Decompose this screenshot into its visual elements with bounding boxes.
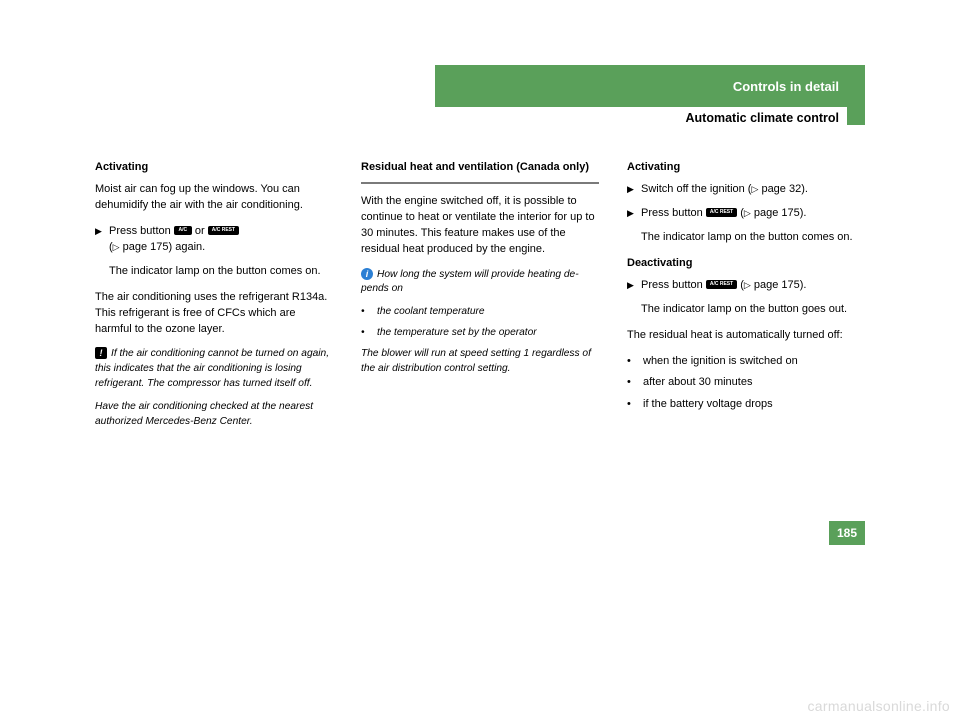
watermark: carmanualsonline.info (808, 698, 951, 714)
page-ref-icon: ▷ (744, 280, 751, 290)
col3-step-1: ▶ Switch off the ignition (▷ page 32). (627, 182, 865, 198)
col2-bullet-1: •the coolant temperature (361, 305, 599, 320)
ac-rest-button-icon: A/C REST (706, 208, 737, 217)
content-columns: Activating Moist air can fog up the wind… (95, 160, 865, 437)
subhead-divider (361, 182, 599, 184)
col3-step-2-result: The indicator lamp on the button comes o… (641, 230, 865, 246)
col3-heading-deactivating: Deactivating (627, 256, 865, 272)
col3-bullet-2: •after about 30 minutes (627, 375, 865, 391)
col3-step-2-text: Press button A/C REST (▷ page 175). (641, 206, 865, 222)
warning-icon: ! (95, 347, 107, 359)
step-arrow-icon: ▶ (627, 206, 641, 222)
step-arrow-icon: ▶ (627, 182, 641, 198)
col2-info-tail: The blower will run at speed setting 1 r… (361, 347, 599, 377)
header-corner-square (847, 107, 865, 125)
column-2: Residual heat and ventilation (Canada on… (361, 160, 599, 437)
page-ref-icon: ▷ (744, 208, 751, 218)
col1-heading-activating: Activating (95, 160, 333, 176)
ac-button-icon: A/C (174, 226, 192, 235)
section-title: Automatic climate control (686, 111, 840, 125)
col1-step-1-text: Press button A/C or A/C REST(▷ page 175)… (109, 224, 333, 256)
ac-rest-button-icon: A/C REST (208, 226, 239, 235)
col1-para-1: Moist air can fog up the windows. You ca… (95, 182, 333, 214)
col1-warning-note: !If the air conditioning cannot be turne… (95, 347, 333, 391)
col1-para-2: The air conditioning uses the refrigeran… (95, 290, 333, 338)
col3-step-3-result: The indicator lamp on the button goes ou… (641, 302, 865, 318)
col3-bullet-1: •when the ignition is switched on (627, 354, 865, 370)
info-icon: i (361, 268, 373, 280)
col3-step-3-text: Press button A/C REST (▷ page 175). (641, 278, 865, 294)
step-arrow-icon: ▶ (95, 224, 109, 256)
col2-para-1: With the engine switched off, it is poss… (361, 194, 599, 258)
column-1: Activating Moist air can fog up the wind… (95, 160, 333, 437)
col3-bullet-3: •if the battery voltage drops (627, 397, 865, 413)
col3-step-1-text: Switch off the ignition (▷ page 32). (641, 182, 865, 198)
col3-para-1: The residual heat is automatically turne… (627, 328, 865, 344)
col3-step-2: ▶ Press button A/C REST (▷ page 175). (627, 206, 865, 222)
col1-step-1: ▶ Press button A/C or A/C REST(▷ page 17… (95, 224, 333, 256)
col1-service-note: Have the air conditioning checked at the… (95, 400, 333, 430)
col2-bullet-2: •the temperature set by the operator (361, 326, 599, 341)
chapter-title: Controls in detail (733, 79, 839, 94)
col2-heading: Residual heat and ventilation (Canada on… (361, 160, 599, 176)
col3-step-3: ▶ Press button A/C REST (▷ page 175). (627, 278, 865, 294)
page-number: 185 (829, 521, 865, 545)
column-3: Activating ▶ Switch off the ignition (▷ … (627, 160, 865, 437)
page-ref-icon: ▷ (113, 242, 120, 252)
chapter-header-band: Controls in detail (435, 65, 865, 107)
col3-heading-activating: Activating (627, 160, 865, 176)
step-arrow-icon: ▶ (627, 278, 641, 294)
col1-step-1-result: The indicator lamp on the button comes o… (109, 264, 333, 280)
ac-rest-button-icon: A/C REST (706, 280, 737, 289)
col2-info-lead: iHow long the system will provide heatin… (361, 268, 599, 298)
